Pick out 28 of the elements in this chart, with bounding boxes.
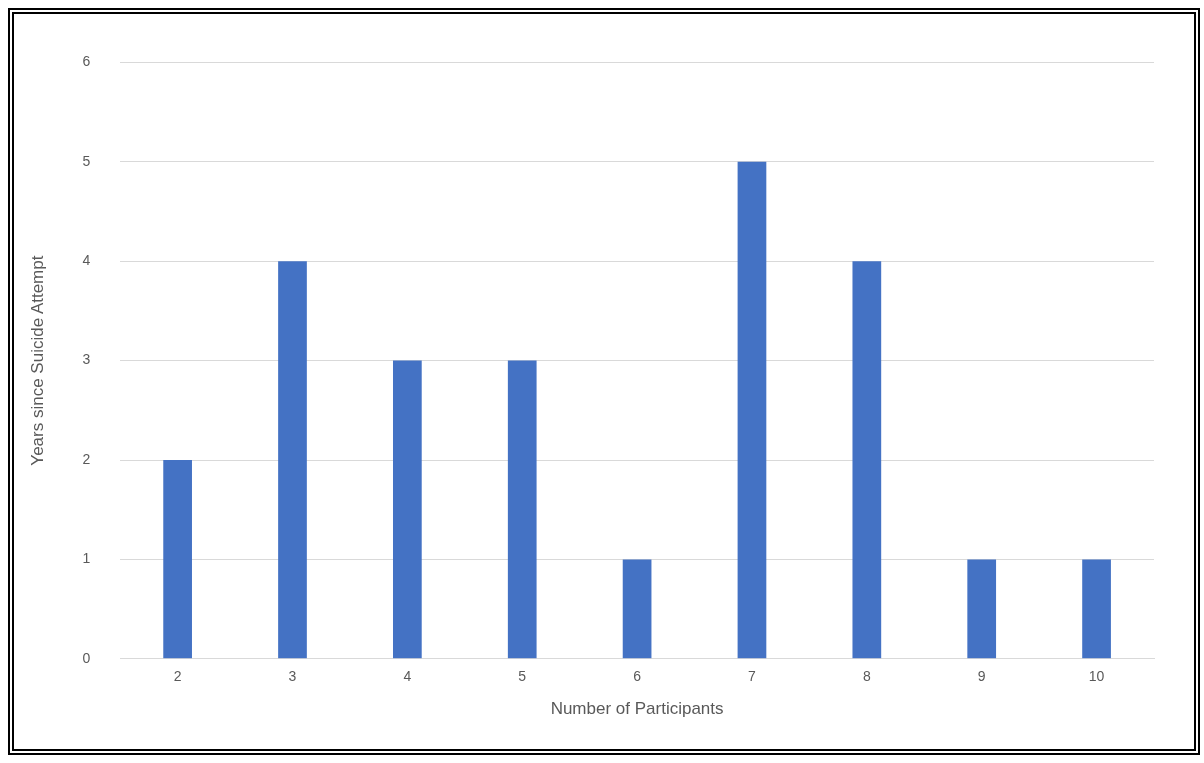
y-tick-label: 6 (82, 53, 91, 70)
bar (967, 559, 997, 659)
x-tick-label: 2 (173, 668, 182, 685)
y-tick-label: 0 (82, 649, 91, 666)
y-tick-label: 4 (82, 252, 91, 269)
x-tick-label: 8 (862, 668, 871, 685)
y-tick-label: 5 (82, 152, 91, 169)
x-tick-label: 6 (633, 668, 642, 685)
bar (393, 360, 422, 659)
y-tick-label: 2 (82, 450, 91, 467)
x-tick-label: 4 (403, 668, 412, 685)
picture-frame: Number of Participants Years since Suicide Attempt 2 3 4 5 6 7 8 9 10 0 1 2 3 4 5 6 (8, 8, 1200, 755)
bar (852, 261, 882, 659)
x-axis-title: Number of Participants (550, 699, 724, 719)
x-tick-label: 10 (1088, 668, 1105, 685)
bar (278, 261, 307, 659)
bar (507, 360, 537, 659)
x-tick-label: 5 (518, 668, 527, 685)
y-axis-title: Years since Suicide Attempt (27, 255, 47, 466)
bar (622, 559, 652, 659)
y-tick-label: 1 (82, 550, 91, 567)
bar (1082, 559, 1111, 659)
y-tick-label: 3 (82, 351, 91, 368)
bar (737, 161, 767, 659)
x-tick-label: 3 (288, 668, 297, 685)
x-tick-label: 7 (748, 668, 757, 685)
x-tick-label: 9 (977, 668, 986, 685)
bar (163, 460, 192, 659)
